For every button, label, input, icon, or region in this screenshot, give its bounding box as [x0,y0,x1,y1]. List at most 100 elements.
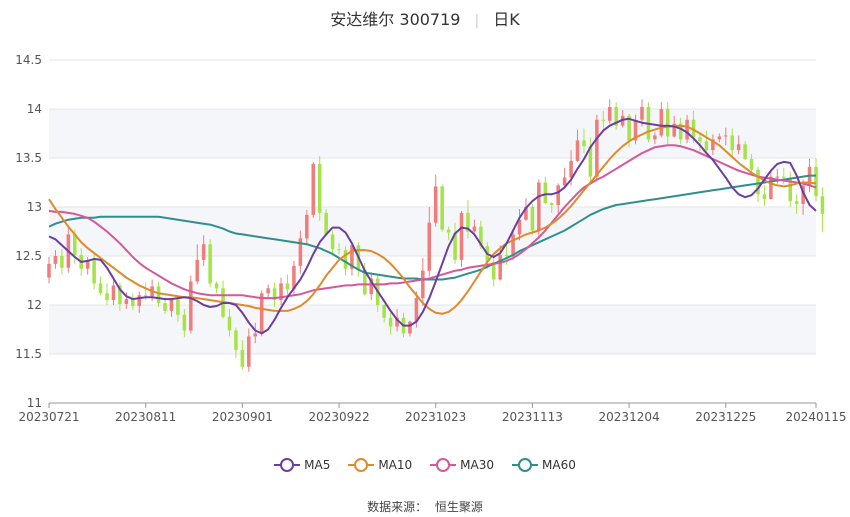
candle-body [717,136,722,140]
candle-body [343,250,348,269]
candle-body [472,226,477,232]
candle-body [73,234,77,256]
y-tick-label: 11.5 [15,347,42,361]
candle-body [762,194,767,200]
legend-item-ma30[interactable]: MA30 [430,458,494,472]
candle-body [227,316,232,331]
candle-body [169,299,174,311]
candle-body [131,299,135,306]
legend-item-ma10[interactable]: MA10 [348,458,412,472]
candle-body [279,283,283,301]
x-tick-label: 20231225 [695,410,756,424]
legend-marker-dot [354,458,369,472]
candle-body [247,336,251,367]
candle-body [382,305,386,318]
candle-body [195,259,200,282]
candle-body [820,196,825,214]
legend: MA5 MA10 MA30 MA60 [0,458,850,472]
candle-body [549,203,554,206]
candle-body [743,144,747,159]
candle-body [530,207,535,231]
candle-body [678,123,683,140]
candle-body [504,255,509,257]
candle-body [794,201,799,205]
y-tick-label: 13.5 [15,151,42,165]
y-tick-label: 11 [27,396,42,410]
candle-body [711,139,715,151]
candle-body [118,285,122,305]
candle-body [511,234,515,256]
candle-body [285,283,290,290]
legend-label: MA60 [542,458,576,472]
legend-marker [348,458,375,472]
candle-body [156,286,161,304]
y-tick-label: 13 [27,200,42,214]
x-tick-label: 20230811 [115,410,176,424]
candle-body [105,293,109,301]
candle-body [640,107,644,120]
candle-body [427,222,432,271]
y-tick-label: 14.5 [15,53,42,67]
y-axis-ticks: 11 11.5 12 12.5 13 13.5 14 14.5 [15,53,42,410]
candle-body [459,212,464,260]
candle-body [266,288,270,294]
candle-body [214,283,219,289]
series-line-ma10 [48,124,817,315]
candle-body [111,285,116,301]
legend-label: MA5 [304,458,331,472]
legend-marker [512,458,539,472]
x-tick-label: 20231113 [502,410,563,424]
candle-body [556,185,560,206]
x-tick-label: 20231204 [599,410,660,424]
candle-body [756,169,760,195]
candle-body [433,186,438,223]
candle-body [569,160,573,178]
period-label: 日K [493,10,520,29]
candle-body [575,140,580,161]
candle-body [137,295,142,306]
candle-body [363,269,367,295]
candlestick-chart: 11 11.5 12 12.5 13 13.5 14 14.5 20230721 2023081… [15,53,846,424]
candle-body [595,119,599,177]
y-tick-label: 12 [27,298,42,312]
candle-body [749,158,754,170]
candle-body [234,330,238,351]
candle-body [47,263,51,278]
legend-item-ma60[interactable]: MA60 [512,458,576,472]
candle-body [272,288,277,301]
candle-body [53,256,58,264]
y-tick-label: 12.5 [15,249,42,263]
candle-body [240,350,245,367]
candle-body [524,207,528,220]
chart-title: 安达维尔 300719 | 日K [0,6,850,30]
candle-body [659,109,664,136]
candle-body [298,238,303,266]
candle-body [491,261,496,280]
legend-marker [274,458,301,472]
x-tick-label: 20240115 [785,410,846,424]
source-value: 恒生聚源 [434,500,483,514]
candle-body [607,107,612,121]
y-tick-label: 14 [27,102,42,116]
candle-body [176,299,180,315]
candle-body [782,176,786,178]
candle-body [633,119,638,141]
candle-body [350,245,354,269]
candle-body [479,226,483,247]
candle-body [369,278,374,295]
candle-body [189,281,193,331]
legend-item-ma5[interactable]: MA5 [274,458,330,472]
legend-marker-dot [436,458,451,472]
candle-body [601,119,606,121]
candle-body [92,259,96,284]
x-tick-label: 20230901 [212,410,273,424]
candle-body [98,283,103,294]
candle-body [685,119,689,140]
candle-body [292,265,296,290]
candle-body [543,182,548,204]
candle-body [330,234,335,250]
candle-body [259,293,264,334]
candle-body [723,135,728,137]
candle-body [421,270,425,299]
candle-body [801,185,805,205]
